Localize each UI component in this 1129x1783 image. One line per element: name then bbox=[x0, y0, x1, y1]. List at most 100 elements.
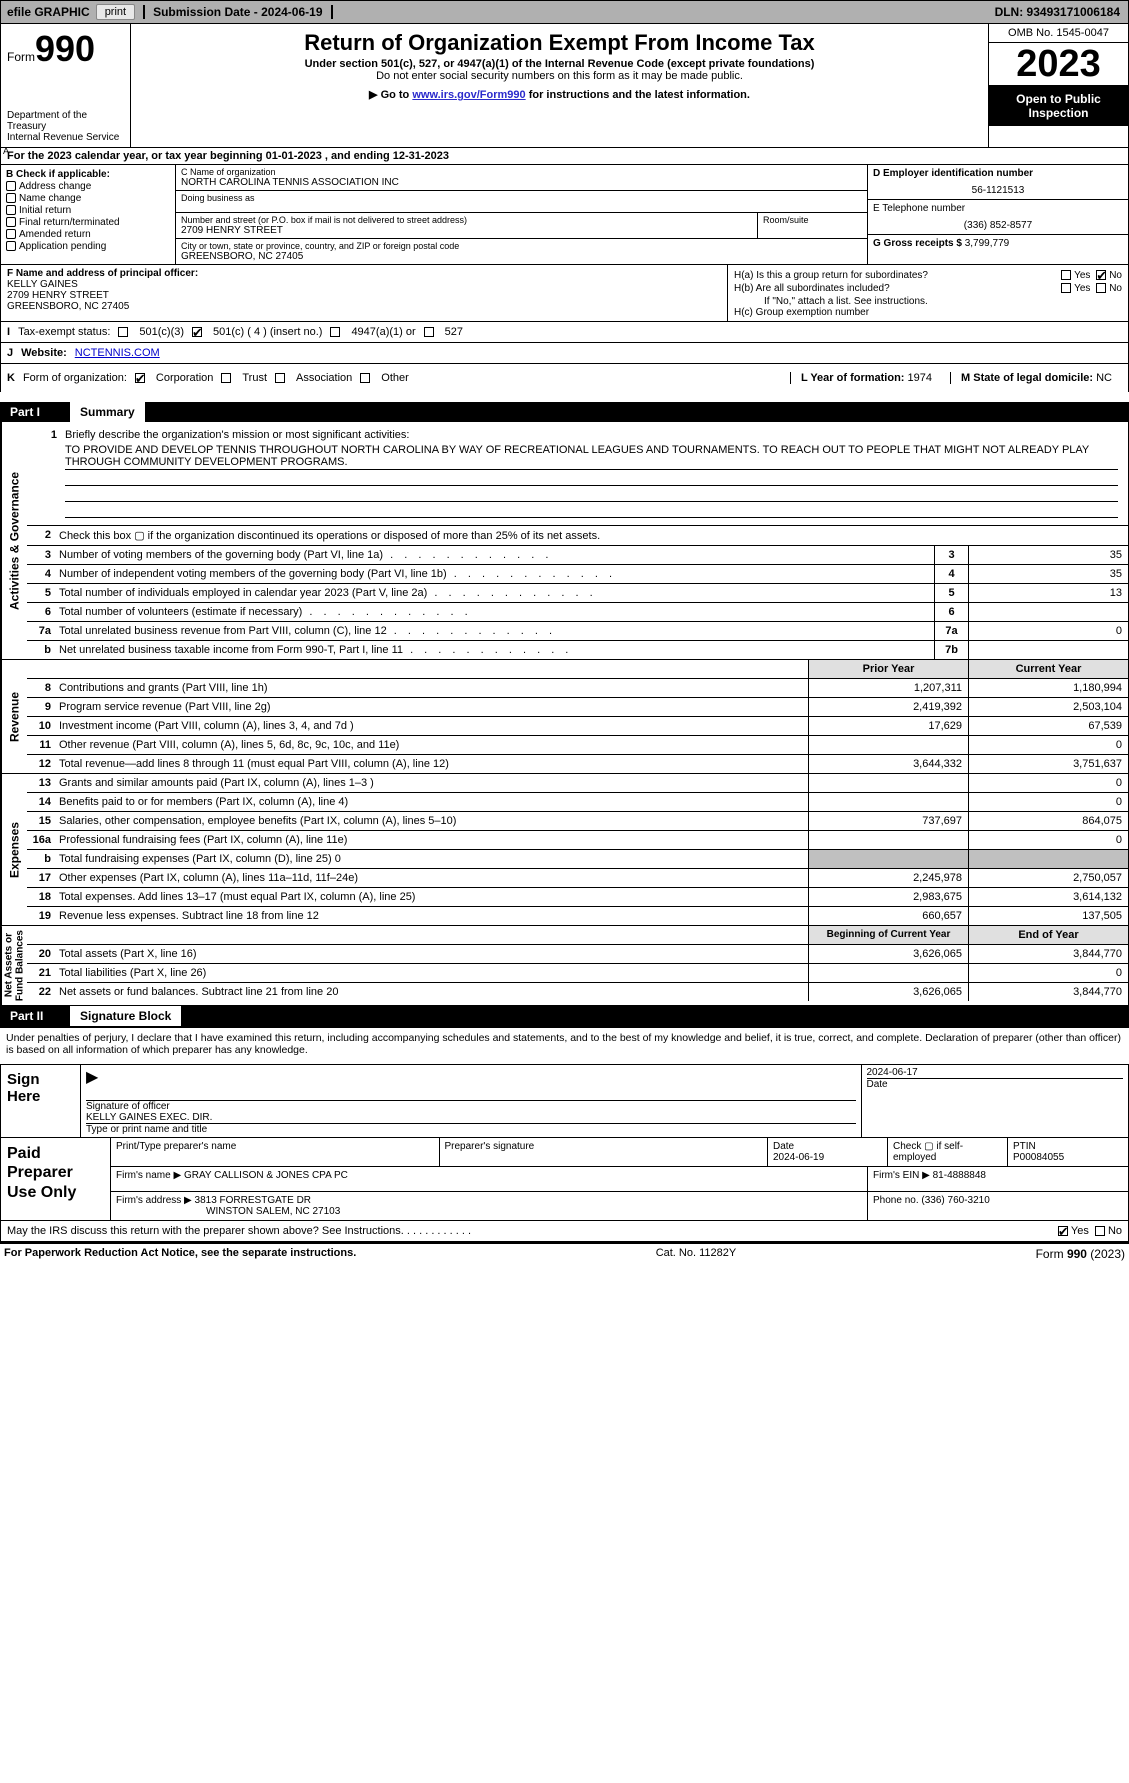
i-o1: 501(c)(3) bbox=[139, 326, 184, 338]
ha-yes-chk[interactable] bbox=[1061, 270, 1071, 280]
firm-name-cell: Firm's name ▶ GRAY CALLISON & JONES CPA … bbox=[111, 1167, 868, 1191]
yes-label: Yes bbox=[1074, 270, 1090, 281]
c-city-cell: City or town, state or province, country… bbox=[176, 239, 867, 264]
k-assoc-chk[interactable] bbox=[275, 373, 285, 383]
nab-section: Net Assets or Fund Balances Beginning of… bbox=[0, 926, 1129, 1006]
b-opt-3: Final return/terminated bbox=[19, 217, 120, 228]
form-title: Return of Organization Exempt From Incom… bbox=[139, 30, 980, 56]
discuss-yes: Yes bbox=[1071, 1225, 1089, 1237]
k-corp-chk[interactable] bbox=[135, 373, 145, 383]
no-label-2: No bbox=[1109, 283, 1122, 294]
col-c: C Name of organization NORTH CAROLINA TE… bbox=[176, 165, 868, 264]
firm-ein-lbl: Firm's EIN bbox=[873, 1170, 919, 1181]
l-val: 1974 bbox=[908, 372, 932, 384]
m-val: NC bbox=[1096, 372, 1112, 384]
discuss-yn: Yes No bbox=[1055, 1225, 1122, 1237]
phone-lbl: Phone no. bbox=[873, 1195, 919, 1206]
k-trust-chk[interactable] bbox=[221, 373, 231, 383]
i-501c-chk[interactable] bbox=[192, 327, 202, 337]
line-a: A For the 2023 calendar year, or tax yea… bbox=[0, 148, 1129, 165]
part1-num: Part I bbox=[0, 402, 70, 422]
g-label: G Gross receipts $ bbox=[873, 238, 962, 249]
hb-yes-chk[interactable] bbox=[1061, 283, 1071, 293]
col-f: F Name and address of principal officer:… bbox=[1, 265, 728, 321]
part1-title: Summary bbox=[70, 402, 145, 422]
prior-year-hdr: Prior Year bbox=[808, 660, 968, 678]
paid-title: Paid Preparer Use Only bbox=[1, 1138, 111, 1220]
ptin-lbl: PTIN bbox=[1013, 1141, 1036, 1152]
tax-year: 2023 bbox=[989, 43, 1128, 86]
discuss-yes-chk[interactable] bbox=[1058, 1226, 1068, 1236]
opt-final-return[interactable]: Final return/terminated bbox=[6, 217, 170, 228]
c-addr-cell: Number and street (or P.O. box if mail i… bbox=[176, 213, 867, 239]
addr-label: Number and street (or P.O. box if mail i… bbox=[181, 215, 752, 225]
firm-name: GRAY CALLISON & JONES CPA PC bbox=[184, 1170, 348, 1181]
ag-row-5: 5Total number of individuals employed in… bbox=[27, 584, 1128, 603]
opt-amended-return[interactable]: Amended return bbox=[6, 229, 170, 240]
ag-row-b: bNet unrelated business taxable income f… bbox=[27, 641, 1128, 659]
beg-year-hdr: Beginning of Current Year bbox=[808, 926, 968, 944]
row-10: 10Investment income (Part VIII, column (… bbox=[27, 717, 1128, 736]
part2-num: Part II bbox=[0, 1006, 70, 1026]
row-14: 14Benefits paid to or for members (Part … bbox=[27, 793, 1128, 812]
ag-row-4: 4Number of independent voting members of… bbox=[27, 565, 1128, 584]
discuss-row: May the IRS discuss this return with the… bbox=[0, 1221, 1129, 1242]
prep-name-cell: Print/Type preparer's name bbox=[111, 1138, 440, 1166]
b-opt-0: Address change bbox=[19, 181, 91, 192]
h-a-row: H(a) Is this a group return for subordin… bbox=[734, 270, 1122, 281]
prep-check-cell[interactable]: Check ▢ if self-employed bbox=[888, 1138, 1008, 1166]
suite-label: Room/suite bbox=[763, 215, 862, 225]
officer-name: KELLY GAINES bbox=[7, 279, 721, 290]
opt-app-pending[interactable]: Application pending bbox=[6, 241, 170, 252]
opt-initial-return[interactable]: Initial return bbox=[6, 205, 170, 216]
subtitle-3: ▶ Go to www.irs.gov/Form990 for instruct… bbox=[139, 88, 980, 101]
part-1-header: Part I Summary bbox=[0, 402, 1129, 422]
irs-link[interactable]: www.irs.gov/Form990 bbox=[412, 89, 525, 101]
row-8: 8Contributions and grants (Part VIII, li… bbox=[27, 679, 1128, 698]
discuss-no-chk[interactable] bbox=[1095, 1226, 1105, 1236]
top-bar: efile GRAPHIC print Submission Date - 20… bbox=[0, 0, 1129, 24]
i-4947-chk[interactable] bbox=[330, 327, 340, 337]
part-2-header: Part II Signature Block bbox=[0, 1006, 1129, 1026]
org-address: 2709 HENRY STREET bbox=[181, 225, 752, 236]
ha-no-chk[interactable] bbox=[1096, 270, 1106, 280]
d-label: D Employer identification number bbox=[873, 168, 1033, 179]
line-a-text: For the 2023 calendar year, or tax year … bbox=[7, 150, 449, 162]
row-13: 13Grants and similar amounts paid (Part … bbox=[27, 774, 1128, 793]
ptin-val: P00084055 bbox=[1013, 1152, 1064, 1163]
fr-b: 990 bbox=[1067, 1247, 1087, 1261]
footer-right: Form 990 (2023) bbox=[1036, 1247, 1125, 1261]
fr-suf: (2023) bbox=[1087, 1247, 1125, 1261]
hb-no-chk[interactable] bbox=[1096, 283, 1106, 293]
i-label: Tax-exempt status: bbox=[18, 326, 110, 338]
k-o4: Other bbox=[381, 372, 409, 384]
row-17: 17Other expenses (Part IX, column (A), l… bbox=[27, 869, 1128, 888]
i-527-chk[interactable] bbox=[424, 327, 434, 337]
block-b-to-g: B Check if applicable: Address change Na… bbox=[0, 165, 1129, 264]
opt-address-change[interactable]: Address change bbox=[6, 181, 170, 192]
website-link[interactable]: NCTENNIS.COM bbox=[75, 347, 160, 359]
k-other-chk[interactable] bbox=[360, 373, 370, 383]
officer-addr1: 2709 HENRY STREET bbox=[7, 290, 721, 301]
row-1-num: 1 bbox=[33, 426, 61, 521]
side-exp: Expenses bbox=[1, 774, 27, 925]
prep-date-cell: Date2024-06-19 bbox=[768, 1138, 888, 1166]
firm-ein: 81-4888848 bbox=[933, 1170, 986, 1181]
efile-label: efile GRAPHIC bbox=[1, 5, 96, 19]
i-501c3-chk[interactable] bbox=[118, 327, 128, 337]
sub3-suffix: for instructions and the latest informat… bbox=[526, 89, 750, 101]
paid-right: Print/Type preparer's name Preparer's si… bbox=[111, 1138, 1128, 1220]
exp-section: Expenses 13Grants and similar amounts pa… bbox=[0, 774, 1129, 926]
paid-block: Paid Preparer Use Only Print/Type prepar… bbox=[0, 1138, 1129, 1221]
b-opt-4: Amended return bbox=[19, 229, 91, 240]
print-button[interactable]: print bbox=[96, 4, 135, 20]
l-label: L Year of formation: bbox=[801, 372, 905, 384]
form-990-number: 990 bbox=[35, 28, 95, 69]
firm-addr-lbl: Firm's address bbox=[116, 1195, 181, 1206]
i-o4: 527 bbox=[445, 326, 463, 338]
f-label: F Name and address of principal officer: bbox=[7, 268, 198, 279]
opt-name-change[interactable]: Name change bbox=[6, 193, 170, 204]
end-year-hdr: End of Year bbox=[968, 926, 1128, 944]
prep-date-lbl: Date bbox=[773, 1141, 794, 1152]
side-nab: Net Assets or Fund Balances bbox=[1, 926, 27, 1005]
